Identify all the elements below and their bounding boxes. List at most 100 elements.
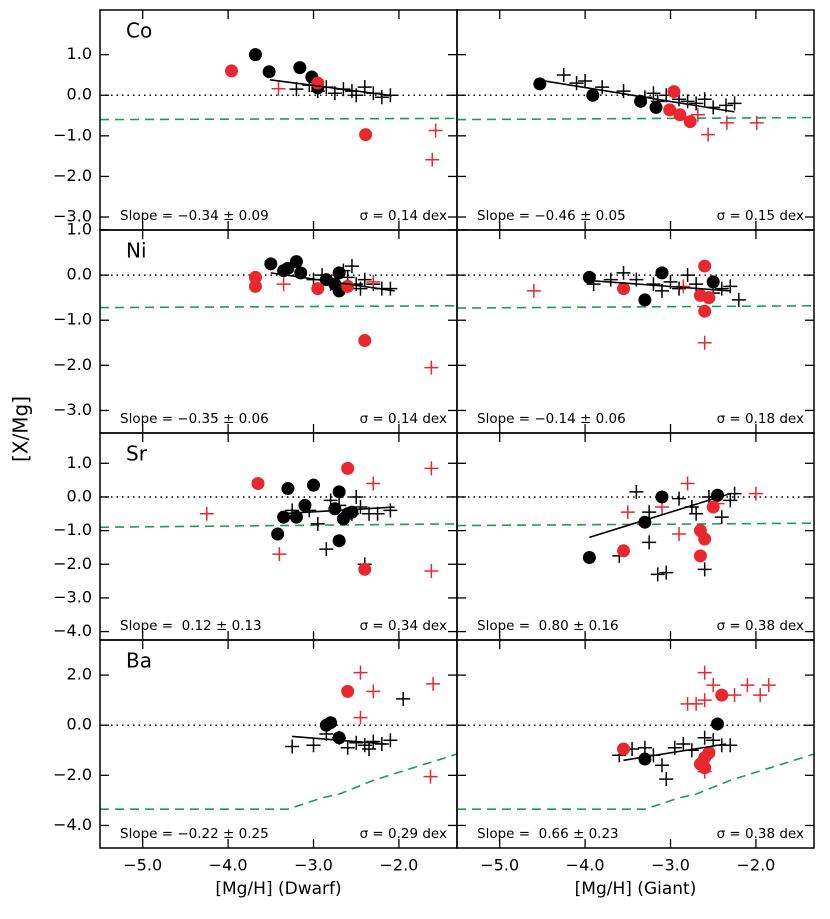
y-tick-label: 1.0 [67,453,92,472]
y-tick-label: −2.0 [53,554,92,573]
slope-label: Slope = 0.80 ± 0.16 [477,618,619,634]
point [366,734,381,749]
point [761,678,776,693]
point [616,84,631,99]
y-tick-label: −2.0 [53,355,92,374]
plot-area [457,476,814,582]
y-tick-label: −4.0 [53,815,92,834]
point [526,283,541,298]
point [659,565,674,580]
point [617,544,631,558]
point [199,506,214,521]
fit-line [279,506,395,515]
plot-area [100,461,457,578]
point [332,731,346,745]
model-line [100,304,457,309]
panel-label: Ba [126,649,152,673]
point [366,684,381,699]
point [672,491,687,506]
point [293,61,307,75]
point [569,76,584,91]
point [332,485,346,499]
point [673,108,687,122]
point [306,738,321,753]
x-tick-label: −4.0 [209,856,248,875]
point [248,279,262,293]
point [683,115,697,129]
point [663,103,677,117]
point [310,516,325,531]
panel: Slope = 0.80 ± 0.16 σ = 0.38 dex [456,432,815,641]
point [697,665,712,680]
panel: Slope = −0.46 ± 0.05 σ = 0.15 dex [456,9,815,231]
point [289,510,303,524]
point [702,746,716,760]
point [582,551,596,565]
sigma-label: σ = 0.14 dex [360,411,447,427]
point [649,100,663,114]
sigma-label: σ = 0.29 dex [360,826,447,842]
point [262,65,276,79]
point [723,279,738,294]
point [702,291,716,305]
slope-label: Slope = −0.14 ± 0.06 [477,411,626,427]
point [723,738,738,753]
point [706,733,721,748]
point [714,281,729,296]
slope-label: Slope = −0.46 ± 0.05 [477,208,626,224]
point [383,281,398,296]
plot-area [457,259,814,350]
point [617,282,631,296]
panel-frame [456,639,815,849]
point [719,115,734,130]
y-tick-label: −4.0 [53,621,92,640]
point [332,266,346,280]
y-tick-label: 0.0 [67,715,92,734]
model-line [100,753,457,810]
point [672,526,687,541]
point [714,510,729,525]
point [698,304,712,318]
panel: 1.0 0.0 −1.0 −2.0 −3.0 −4.0 Sr Slope = 0.12 ± 0… [53,432,458,641]
point [362,742,377,757]
point [689,506,704,521]
point [324,716,338,730]
point [307,478,321,492]
point [289,82,304,97]
point [353,710,368,725]
point [595,80,610,95]
point [298,498,312,512]
point [655,266,669,280]
point [680,94,695,109]
point [753,688,768,703]
point [319,542,334,557]
point [396,691,411,706]
point [341,684,355,698]
point [731,292,746,307]
slope-label: Slope = 0.66 ± 0.23 [477,826,619,842]
model-line [100,523,457,529]
panel: 2.0 0.0 −2.0 −4.0 −5.0 −4.0 −3.0 −2.0 Ba Slope = … [53,639,458,899]
point [332,534,346,548]
slope-label: Slope = 0.12 ± 0.13 [120,618,262,634]
point [289,255,303,269]
point [697,335,712,350]
x-tick-label: −5.0 [123,856,162,875]
point [740,678,755,693]
point [358,334,372,348]
y-tick-label: −2.0 [53,765,92,784]
point [727,96,742,111]
point [667,85,681,99]
fit-line [270,272,395,292]
point [659,772,674,787]
point [697,92,712,107]
point [357,272,372,287]
point [251,476,265,490]
fit-line [292,735,387,745]
point [340,740,355,755]
sigma-label: σ = 0.38 dex [717,618,804,634]
y-tick-label: 0.0 [67,85,92,104]
x-axis-label: [Mg/H] (Giant) [575,879,697,899]
panel: 1.0 0.0 −1.0 −2.0 −3.0 Co Slope = −0.34 ± 0.09… [9,9,458,462]
